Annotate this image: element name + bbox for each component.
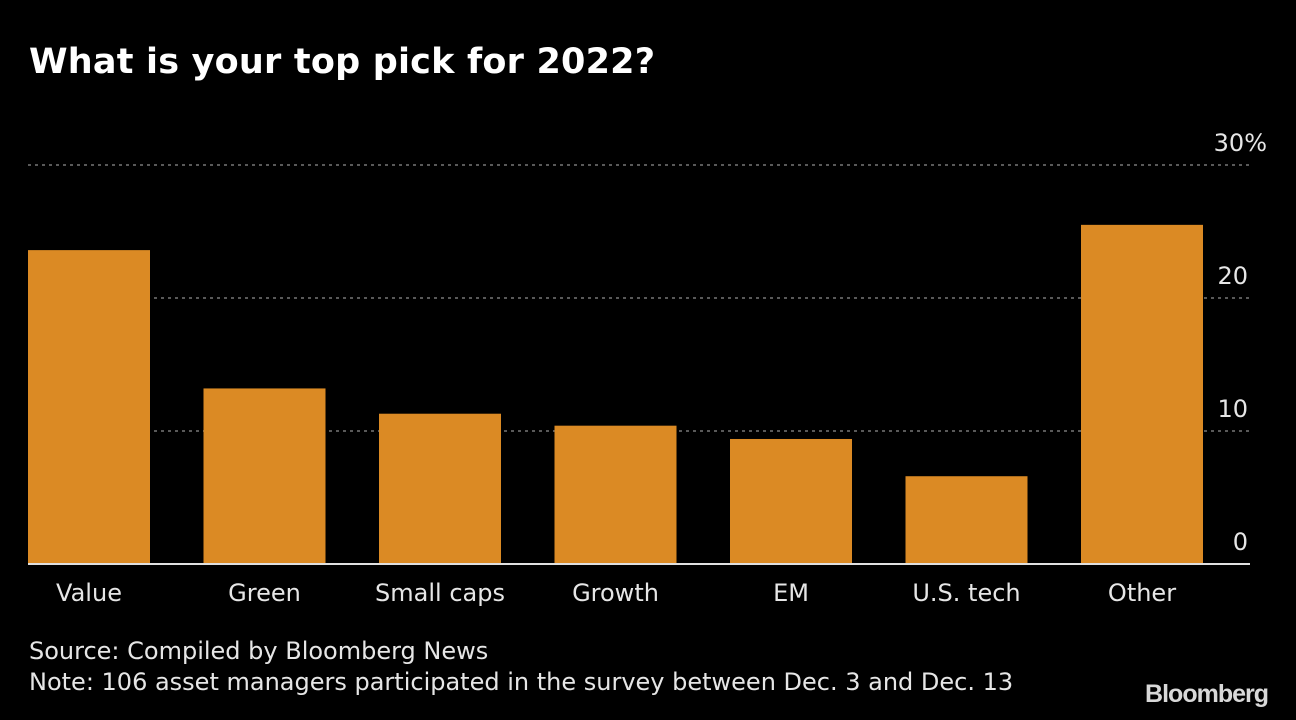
source-note: Source: Compiled by Bloomberg News bbox=[29, 637, 489, 665]
x-tick-label: Value bbox=[56, 579, 122, 607]
y-tick-label: 0 bbox=[1233, 528, 1248, 556]
bar bbox=[554, 425, 677, 564]
bar bbox=[1081, 224, 1203, 564]
x-tick-label: Small caps bbox=[375, 579, 505, 607]
labels: 0 10 20 30% Value Green Small caps Growth EM U.S.… bbox=[56, 129, 1267, 607]
y-tick-label: 10 bbox=[1217, 395, 1248, 423]
bloomberg-logo: Bloomberg bbox=[1145, 680, 1269, 708]
x-tick-label: EM bbox=[773, 579, 809, 607]
y-tick-label: 20 bbox=[1217, 262, 1248, 290]
chart-title: What is your top pick for 2022? bbox=[29, 42, 656, 82]
x-tick-label: Other bbox=[1108, 579, 1176, 607]
x-tick-label: Green bbox=[228, 579, 301, 607]
bar bbox=[28, 250, 150, 564]
x-tick-label: U.S. tech bbox=[912, 579, 1020, 607]
bar bbox=[203, 388, 326, 564]
bar bbox=[905, 476, 1028, 564]
survey-note: Note: 106 asset managers participated in… bbox=[29, 668, 1014, 696]
x-tick-label: Growth bbox=[572, 579, 659, 607]
bar bbox=[379, 413, 501, 564]
bar bbox=[730, 438, 852, 564]
bars bbox=[28, 224, 1203, 564]
y-tick-label: 30% bbox=[1214, 129, 1267, 157]
